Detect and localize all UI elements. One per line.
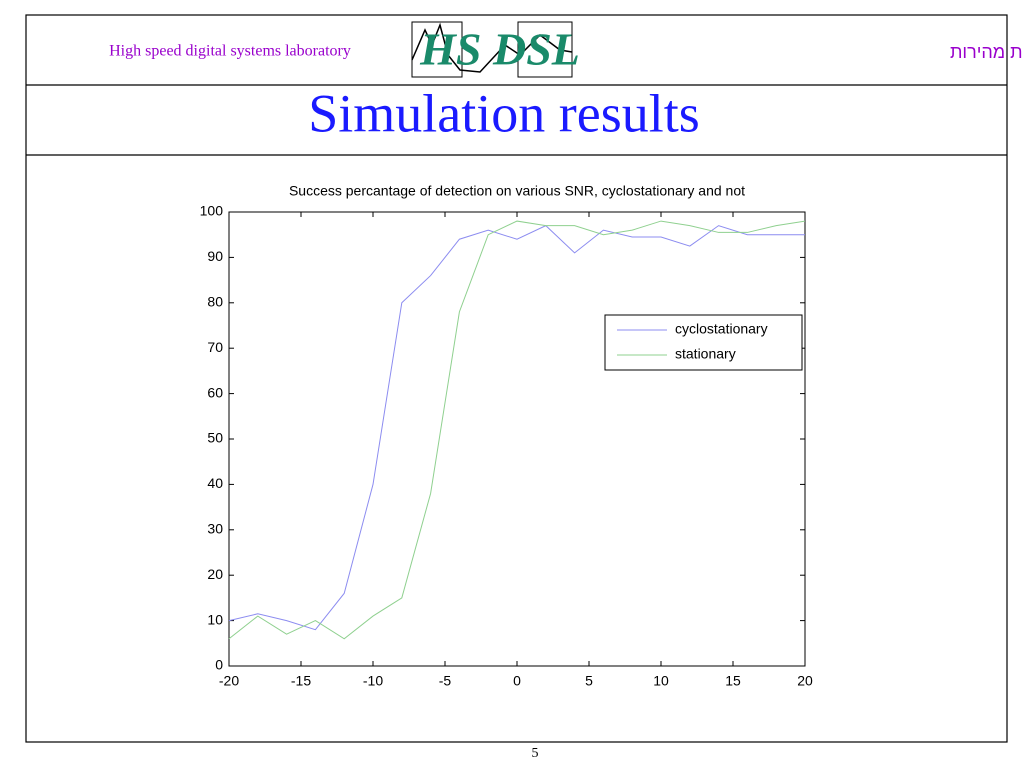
y-tick-label: 80 bbox=[207, 294, 223, 310]
x-tick-label: 20 bbox=[797, 673, 813, 689]
slide-frame bbox=[25, 14, 1008, 743]
x-tick-label: -15 bbox=[291, 673, 311, 689]
x-tick-label: 5 bbox=[585, 673, 593, 689]
y-tick-label: 100 bbox=[200, 203, 224, 219]
x-tick-label: -10 bbox=[363, 673, 383, 689]
plot-frame bbox=[228, 211, 806, 667]
y-tick-label: 0 bbox=[215, 657, 223, 673]
lab-name-hebrew: המעבדה למערכות ספרתיות מהירות bbox=[950, 42, 1024, 62]
x-tick-label: 15 bbox=[725, 673, 741, 689]
logo-box bbox=[517, 21, 573, 78]
y-tick-label: 50 bbox=[207, 430, 223, 446]
series-line bbox=[228, 220, 806, 640]
y-tick-label: 40 bbox=[207, 475, 223, 491]
legend-box bbox=[604, 314, 803, 371]
legend-label: cyclostationary bbox=[675, 321, 768, 337]
y-tick-label: 30 bbox=[207, 521, 223, 537]
series-line bbox=[228, 225, 805, 631]
logo-wave bbox=[411, 22, 573, 73]
chart-title: Success percantage of detection on vario… bbox=[289, 183, 745, 199]
logo: HS DSL bbox=[411, 21, 580, 78]
x-tick-label: -20 bbox=[219, 673, 239, 689]
logo-box bbox=[411, 21, 463, 78]
x-tick-label: -5 bbox=[439, 673, 452, 689]
y-tick-label: 10 bbox=[207, 611, 223, 627]
y-tick-label: 20 bbox=[207, 566, 223, 582]
x-tick-label: 10 bbox=[653, 673, 669, 689]
legend-label: stationary bbox=[675, 346, 736, 362]
logo-text: HS DSL bbox=[419, 24, 580, 75]
y-tick-label: 90 bbox=[207, 248, 223, 264]
slide-title: Simulation results bbox=[308, 83, 700, 143]
x-tick-label: 0 bbox=[513, 673, 521, 689]
y-tick-label: 60 bbox=[207, 384, 223, 400]
page-number: 5 bbox=[532, 746, 539, 761]
y-tick-label: 70 bbox=[207, 339, 223, 355]
lab-name: High speed digital systems laboratory bbox=[109, 43, 351, 60]
